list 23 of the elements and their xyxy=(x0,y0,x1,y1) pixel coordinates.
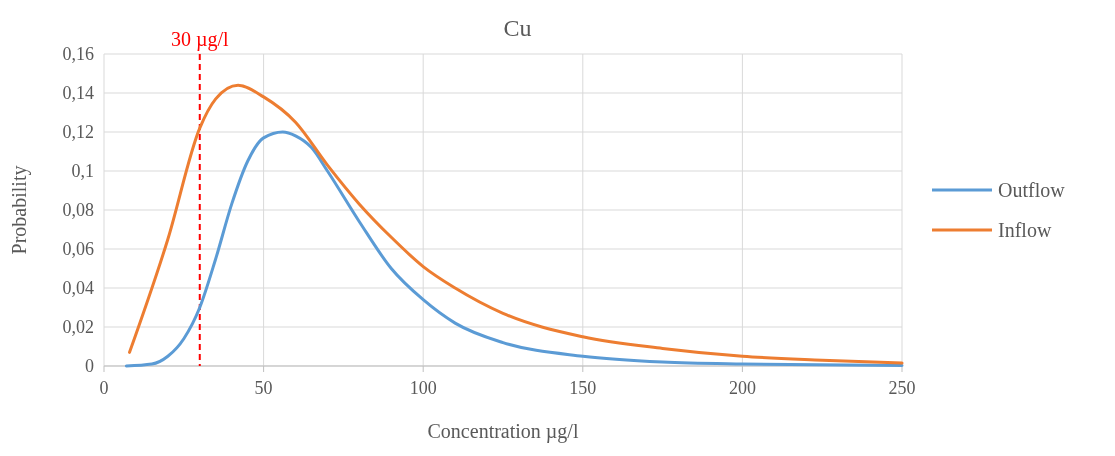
y-axis-title: Probability xyxy=(8,165,31,255)
x-tick-label: 0 xyxy=(99,378,109,398)
x-tick-label: 200 xyxy=(728,378,756,398)
x-axis-title: Concentration µg/l xyxy=(427,420,579,443)
legend-label: Outflow xyxy=(998,179,1066,201)
y-tick-label: 0,06 xyxy=(62,239,94,259)
legend-label: Inflow xyxy=(998,219,1052,241)
ref-line-label: 30 µg/l xyxy=(170,28,230,51)
y-tick-label: 0,14 xyxy=(62,83,94,103)
y-tick-label: 0,02 xyxy=(62,317,94,337)
y-tick-label: 0,16 xyxy=(62,44,94,64)
y-tick-label: 0,12 xyxy=(62,122,94,142)
chart-title: Cu xyxy=(503,15,532,41)
x-tick-label: 250 xyxy=(888,378,916,398)
y-tick-label: 0,08 xyxy=(62,200,94,220)
x-tick-label: 50 xyxy=(254,378,273,398)
y-tick-label: 0,04 xyxy=(62,278,94,298)
line-series xyxy=(128,83,904,365)
y-tick-label: 0,1 xyxy=(71,161,94,181)
line-series xyxy=(124,130,904,368)
y-tick-label: 0 xyxy=(85,356,94,376)
x-tick-label: 100 xyxy=(409,378,437,398)
x-tick-label: 150 xyxy=(569,378,597,398)
